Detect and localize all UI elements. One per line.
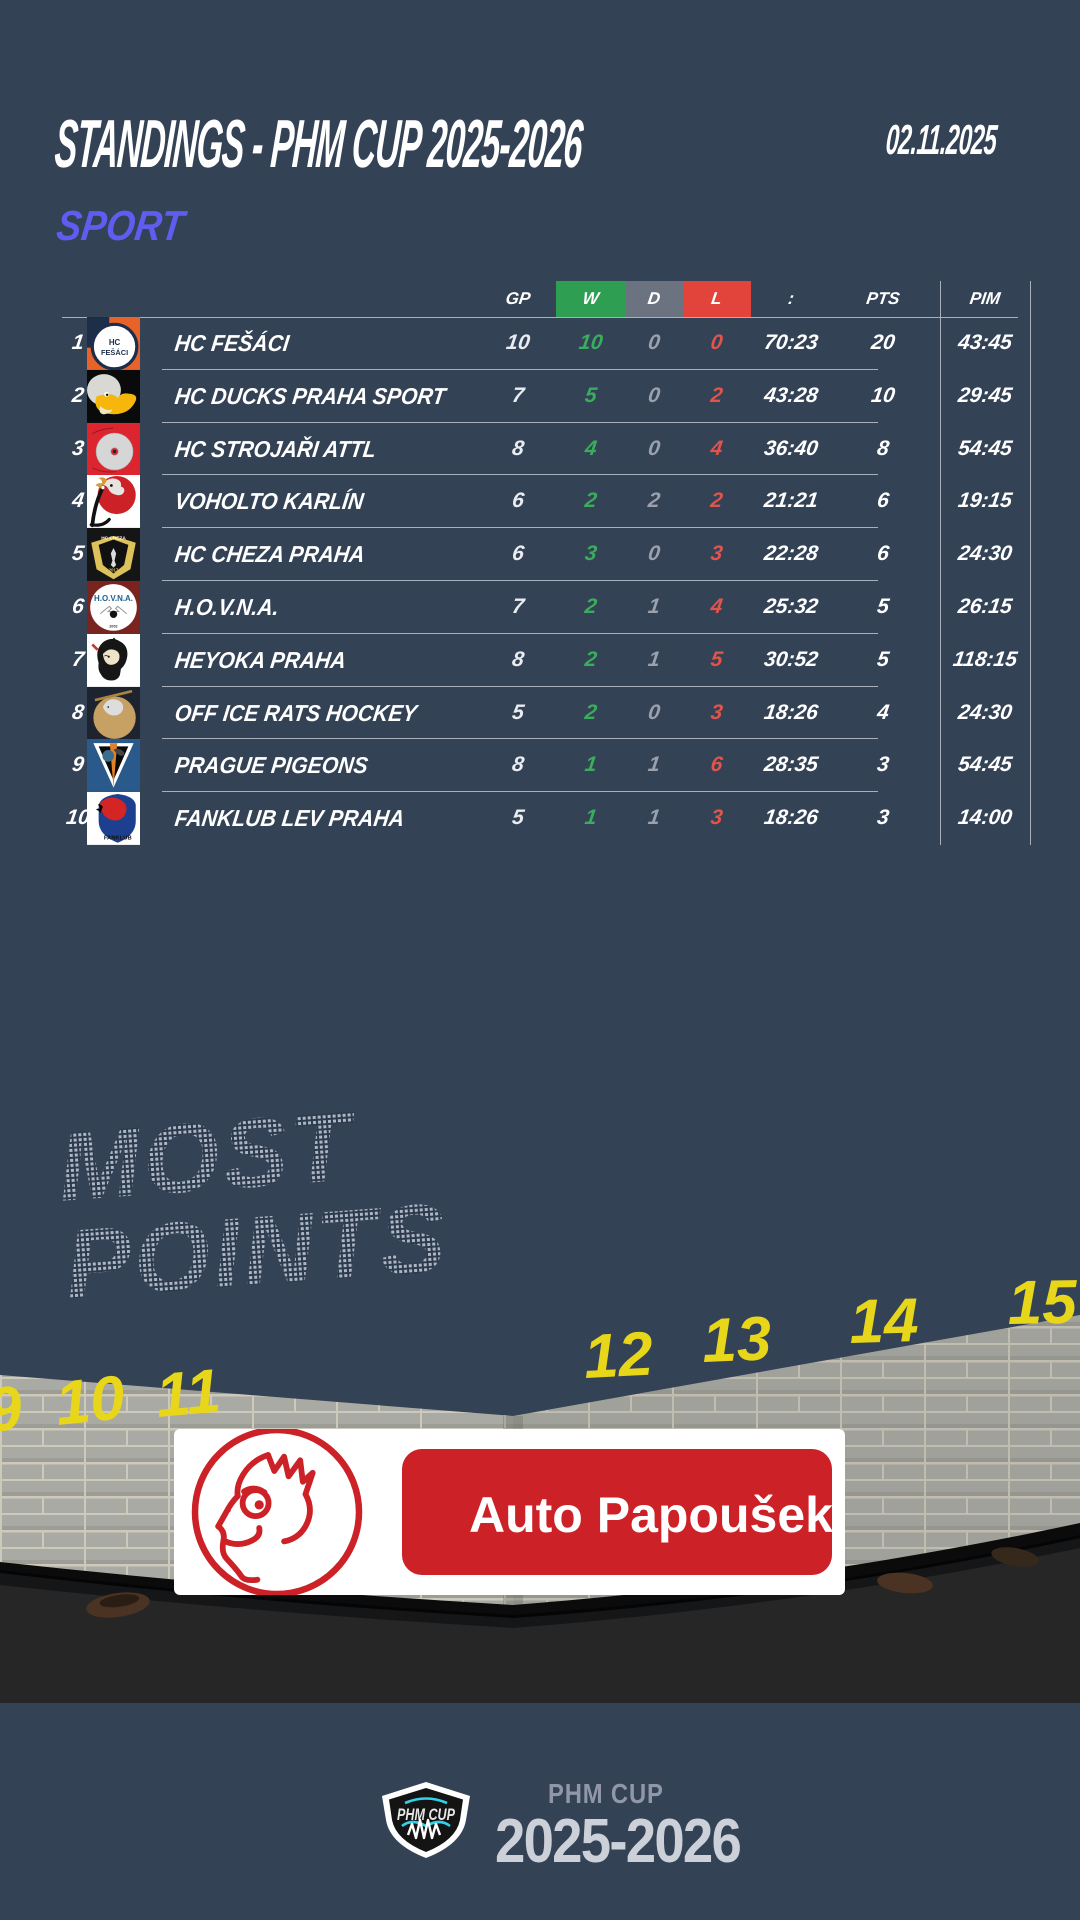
svg-text:HC: HC: [109, 338, 121, 347]
svg-text:2017: 2017: [109, 568, 119, 573]
svg-text:15: 15: [1007, 1268, 1079, 1338]
svg-text:PHM CUP: PHM CUP: [397, 1806, 456, 1824]
svg-text:12: 12: [582, 1319, 654, 1392]
svg-text:H.O.V.N.A.: H.O.V.N.A.: [94, 594, 133, 603]
svg-text:14: 14: [848, 1286, 919, 1357]
svg-text:FEŠÁCI: FEŠÁCI: [101, 348, 128, 357]
svg-text:FANKLUB: FANKLUB: [104, 836, 132, 842]
svg-text:13: 13: [701, 1304, 773, 1376]
svg-text:2002: 2002: [109, 625, 117, 629]
svg-text:Auto Papoušek: Auto Papoušek: [469, 1487, 833, 1543]
svg-text:HC CHEZA: HC CHEZA: [101, 536, 126, 542]
svg-text:10: 10: [52, 1363, 128, 1439]
svg-text:11: 11: [153, 1357, 223, 1431]
